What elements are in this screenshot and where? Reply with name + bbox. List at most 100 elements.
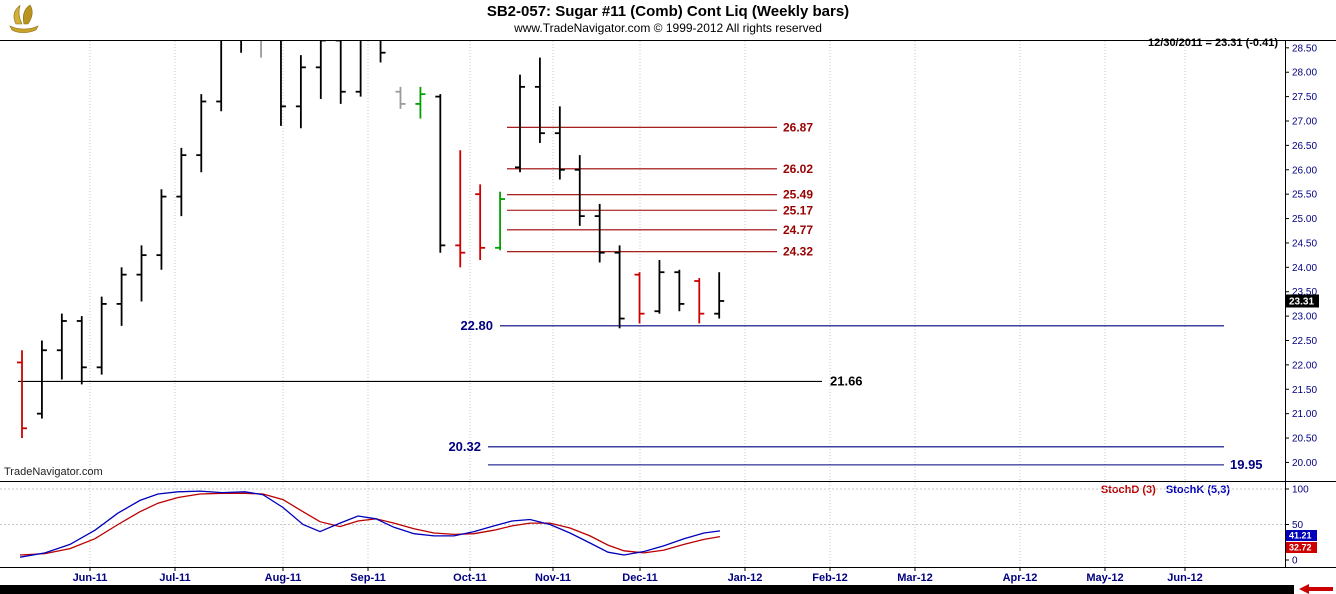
- watermark-text: TradeNavigator.com: [4, 466, 103, 478]
- weekly-bar: [17, 350, 27, 439]
- month-label: Aug-11: [265, 572, 302, 584]
- weekly-bar: [76, 316, 87, 385]
- stoch-grid: [0, 488, 1285, 525]
- weekly-bar: [96, 296, 107, 375]
- price-tick-label: 24.50: [1292, 238, 1317, 249]
- weekly-bar: [176, 147, 187, 217]
- month-label: Mar-12: [897, 572, 932, 584]
- trade-navigator-logo[interactable]: [6, 2, 42, 34]
- chart-title: SB2-057: Sugar #11 (Comb) Cont Liq (Week…: [486, 3, 850, 20]
- weekly-bar: [156, 189, 167, 270]
- stoch-scale-label: 50: [1292, 520, 1304, 531]
- price-tick-label: 28.50: [1292, 43, 1317, 54]
- level-label-21.66: 21.66: [830, 373, 863, 388]
- stoch-value-text: 41.21: [1289, 531, 1312, 541]
- ohlc-bars: [17, 41, 725, 439]
- level-label-22.8: 22.80: [460, 318, 493, 333]
- weekly-bar: [379, 41, 386, 63]
- price-tick-label: 20.00: [1292, 458, 1317, 469]
- horizontal-scrollbar[interactable]: [0, 585, 1294, 594]
- price-tick-label: 22.00: [1292, 360, 1317, 371]
- weekly-bar: [216, 41, 223, 112]
- weekly-bar: [415, 86, 426, 119]
- weekly-bar: [515, 74, 525, 173]
- level-label-24.77: 24.77: [783, 223, 813, 237]
- price-tick-label: 27.50: [1292, 92, 1317, 103]
- month-label: Jun-11: [73, 572, 108, 584]
- weekly-bar: [56, 313, 67, 380]
- weekly-bar: [475, 184, 486, 261]
- weekly-bar: [260, 41, 262, 58]
- level-label-26.87: 26.87: [783, 120, 813, 134]
- month-label: Jan-12: [728, 572, 763, 584]
- weekly-bar: [694, 278, 705, 324]
- price-tick-label: 20.50: [1292, 434, 1317, 445]
- last-price-tag: 23.31: [1286, 294, 1319, 308]
- price-tick-label: 27.00: [1292, 116, 1317, 127]
- month-label: Dec-11: [622, 572, 657, 584]
- weekly-bar: [280, 41, 286, 126]
- weekly-bar: [435, 94, 446, 253]
- level-label-25.49: 25.49: [783, 188, 813, 202]
- stoch-lines: [19, 490, 721, 558]
- price-tick-label: 21.50: [1292, 385, 1317, 396]
- weekly-bar: [654, 260, 665, 314]
- weekly-bar: [634, 272, 645, 324]
- weekly-bar: [534, 57, 545, 143]
- price-tick-label: 22.50: [1292, 336, 1317, 347]
- weekly-bar: [495, 191, 506, 251]
- time-axis: Jun-11 Jul-11 Aug-11 Sep-11 Oct-11 Nov-11 Dec-…: [73, 41, 1203, 584]
- level-label-19.95: 19.95: [1230, 457, 1263, 472]
- month-label: Nov-11: [535, 572, 571, 584]
- price-tick-label: 23.50: [1292, 287, 1317, 298]
- price-tick-label: 21.00: [1292, 409, 1317, 420]
- chart-frame: [0, 40, 1336, 568]
- month-label: Jul-11: [159, 572, 190, 584]
- price-tick-label: 26.50: [1292, 141, 1317, 152]
- month-label: Oct-11: [453, 572, 487, 584]
- weekly-bar: [455, 150, 466, 268]
- weekly-bar: [36, 340, 47, 419]
- weekly-bar: [315, 41, 326, 100]
- level-label-24.32: 24.32: [783, 245, 813, 259]
- weekly-bar: [355, 41, 362, 97]
- price-tick-label: 24.00: [1292, 263, 1317, 274]
- weekly-bar: [674, 269, 685, 312]
- price-tick-label: 25.50: [1292, 190, 1317, 201]
- month-label: Jun-12: [1167, 572, 1202, 584]
- stochd-legend-label: StochD (3): [1100, 484, 1156, 496]
- month-label: Sep-11: [350, 572, 385, 584]
- weekly-bar: [554, 106, 565, 180]
- weekly-bar: [574, 155, 585, 226]
- level-label-20.32: 20.32: [448, 439, 481, 454]
- month-label: Apr-12: [1003, 572, 1038, 584]
- weekly-bar: [240, 41, 243, 53]
- last-price-value: 23.31: [1289, 296, 1314, 307]
- price-tick-label: 25.00: [1292, 214, 1317, 225]
- month-label: May-12: [1086, 572, 1123, 584]
- trade-navigator-logo-icon: [9, 4, 39, 33]
- weekly-bar: [116, 267, 127, 326]
- chart-copyright: www.TradeNavigator.com © 1999-2012 All r…: [514, 21, 822, 35]
- weekly-bar: [714, 272, 725, 319]
- weekly-bar: [196, 94, 207, 173]
- weekly-bar: [395, 86, 406, 109]
- stoch-line: [19, 492, 721, 556]
- price-tick-label: 26.00: [1292, 165, 1317, 176]
- stoch-line: [19, 490, 721, 558]
- price-tick-label: 23.00: [1292, 312, 1317, 323]
- level-label-26.02: 26.02: [783, 162, 813, 176]
- weekly-bar: [295, 55, 306, 129]
- weekly-bar: [136, 245, 147, 302]
- stoch-scale-label: 0: [1292, 556, 1298, 567]
- stoch-scale-label: 100: [1292, 485, 1309, 496]
- stoch-legend: StochD (3) StochK (5,3): [1101, 484, 1230, 496]
- stoch-value-tag: 32.72: [1286, 542, 1317, 553]
- level-label-25.17: 25.17: [783, 203, 813, 217]
- weekly-bar: [614, 245, 625, 329]
- stoch-value-tag: 41.21: [1286, 530, 1317, 541]
- scroll-left-arrow-icon[interactable]: [1299, 584, 1333, 594]
- price-tick-label: 28.00: [1292, 68, 1317, 79]
- price-axis: 28.50 28.00 27.50 27.00 26.50 26.00 25.50 25.00…: [1285, 43, 1317, 567]
